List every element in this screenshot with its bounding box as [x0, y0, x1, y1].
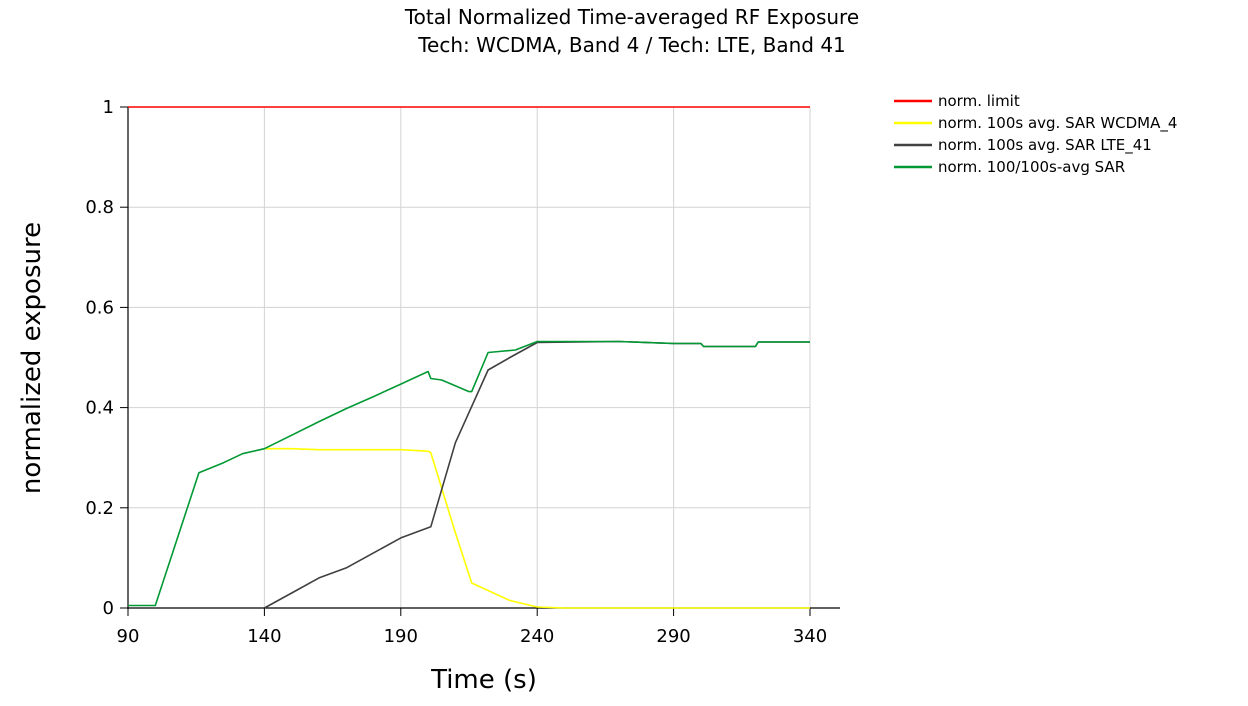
axes: [127, 107, 840, 609]
y-tick-label: 0.4: [85, 398, 114, 419]
x-tick-label: 90: [117, 626, 140, 647]
y-tick-label: 0.2: [85, 498, 114, 519]
legend: norm. limit norm. 100s avg. SAR WCDMA_4no…: [894, 92, 1177, 176]
y-axis-ticks: 0 0.2 0.4 0.6 0.8 1: [85, 97, 128, 619]
x-tick-label: 190: [384, 626, 418, 647]
chart-subtitle: Tech: WCDMA, Band 4 / Tech: LTE, Band 41: [417, 33, 846, 57]
series-line-2: [264, 447, 810, 609]
series-group: [128, 106, 810, 609]
y-tick-label: 0: [103, 598, 114, 619]
y-tick-label: 1: [103, 97, 114, 118]
x-axis-label: Time (s): [430, 665, 537, 695]
legend-label-3: norm. 100s avg. SAR LTE_41: [938, 136, 1152, 155]
y-tick-label: 0.8: [85, 197, 114, 218]
legend-label-4: norm. 100/100s-avg SAR: [938, 158, 1125, 176]
x-tick-label: 140: [247, 626, 281, 647]
y-tick-label: 0.6: [85, 297, 114, 318]
x-axis-ticks: 90 140 190 240 290 340: [117, 608, 827, 647]
y-axis-label: normalized exposure: [17, 222, 47, 494]
gridlines: [128, 106, 811, 608]
chart-title: Total Normalized Time-averaged RF Exposu…: [404, 5, 859, 29]
legend-label-2: norm. 100s avg. SAR WCDMA_4: [938, 114, 1177, 133]
series-line-4: [128, 340, 810, 607]
x-tick-label: 240: [520, 626, 554, 647]
x-tick-label: 340: [793, 626, 827, 647]
legend-label-1: norm. limit: [938, 92, 1020, 110]
x-tick-label: 290: [656, 626, 690, 647]
